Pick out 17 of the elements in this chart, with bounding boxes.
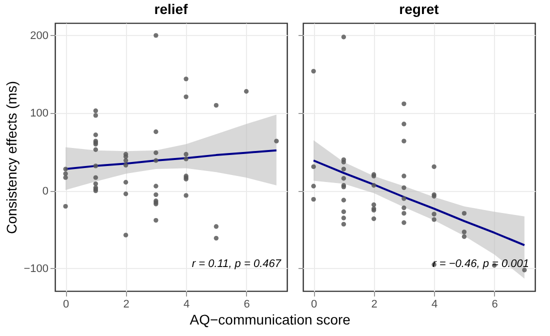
x-tick-label: 6 xyxy=(244,298,250,310)
y-tick-label: −100 xyxy=(24,262,48,275)
x-tick-label: 2 xyxy=(123,298,130,310)
chart-title: regret xyxy=(399,1,440,17)
x-axis-title: AQ−communication score xyxy=(190,312,351,328)
x-tick-label: 0 xyxy=(62,298,70,310)
chart-title: relief xyxy=(154,1,188,17)
x-tick-label: 4 xyxy=(184,298,190,310)
y-tick-label: 100 xyxy=(30,108,48,120)
x-tick-label: 0 xyxy=(310,298,318,310)
x-tick-label: 6 xyxy=(492,298,498,310)
y-axis-title: Consistency effects (ms) xyxy=(4,80,20,234)
y-tick-label: 200 xyxy=(30,30,48,42)
x-tick-label: 4 xyxy=(432,298,438,310)
y-tick-label: 0 xyxy=(42,185,48,198)
x-tick-label: 2 xyxy=(371,298,378,310)
annotation: r = 0.11, p = 0.467 xyxy=(192,258,282,270)
